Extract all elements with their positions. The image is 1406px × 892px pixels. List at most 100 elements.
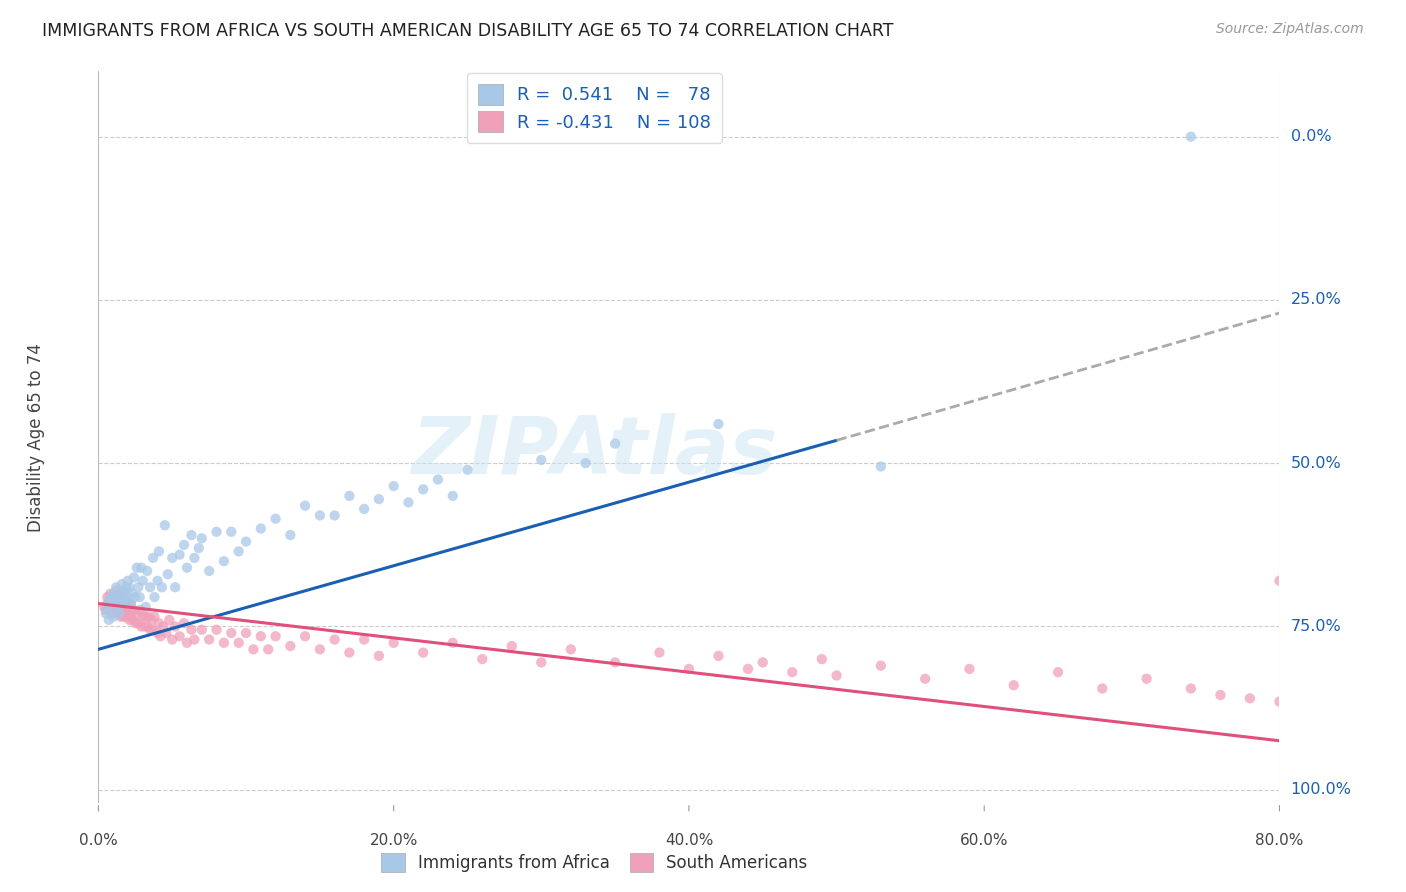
Point <box>128 590 150 604</box>
Point <box>191 623 214 637</box>
Point <box>530 656 553 670</box>
Text: 50.0%: 50.0% <box>1291 456 1341 471</box>
Point <box>112 609 135 624</box>
Point <box>368 492 391 507</box>
Point <box>530 453 553 467</box>
Text: 0.0%: 0.0% <box>1291 129 1331 145</box>
Point <box>112 593 135 607</box>
Point <box>98 597 121 611</box>
Point <box>103 609 125 624</box>
Text: 100.0%: 100.0% <box>1291 782 1351 797</box>
Point <box>110 597 132 611</box>
Point <box>1268 695 1291 709</box>
Point <box>129 560 152 574</box>
Point <box>165 619 187 633</box>
Point <box>176 560 198 574</box>
Point <box>441 636 464 650</box>
Point <box>143 609 166 624</box>
Point <box>278 639 302 653</box>
Point <box>228 544 250 558</box>
Point <box>110 609 132 624</box>
Point <box>105 597 128 611</box>
Point <box>441 489 464 503</box>
Point <box>605 436 627 450</box>
Point <box>125 560 148 574</box>
Point <box>150 580 173 594</box>
Point <box>250 629 273 643</box>
Point <box>120 597 142 611</box>
Point <box>235 534 257 549</box>
Point <box>142 623 165 637</box>
Point <box>156 567 179 582</box>
Point <box>108 599 131 614</box>
Point <box>212 554 235 568</box>
Point <box>810 652 832 666</box>
Point <box>94 607 117 621</box>
Text: IMMIGRANTS FROM AFRICA VS SOUTH AMERICAN DISABILITY AGE 65 TO 74 CORRELATION CHA: IMMIGRANTS FROM AFRICA VS SOUTH AMERICAN… <box>42 22 894 40</box>
Point <box>412 646 434 660</box>
Point <box>100 590 122 604</box>
Point <box>128 603 150 617</box>
Point <box>132 574 155 588</box>
Point <box>115 599 138 614</box>
Point <box>114 593 136 607</box>
Point <box>117 593 139 607</box>
Point <box>103 590 125 604</box>
Point <box>180 528 202 542</box>
Point <box>191 531 214 545</box>
Point <box>114 583 136 598</box>
Point <box>165 580 187 594</box>
Point <box>104 603 127 617</box>
Point <box>117 574 139 588</box>
Point <box>162 550 183 565</box>
Point <box>148 544 170 558</box>
Point <box>707 417 730 431</box>
Point <box>309 642 332 657</box>
Point <box>309 508 332 523</box>
Point <box>198 632 221 647</box>
Point <box>105 580 128 594</box>
Point <box>1091 681 1114 696</box>
Point <box>242 642 264 657</box>
Point <box>187 541 209 555</box>
Point <box>97 593 120 607</box>
Point <box>112 597 135 611</box>
Point <box>257 642 280 657</box>
Point <box>212 636 235 650</box>
Point <box>278 528 302 542</box>
Point <box>1135 672 1157 686</box>
Point <box>136 619 159 633</box>
Point <box>471 652 494 666</box>
Point <box>111 590 134 604</box>
Point <box>120 609 142 624</box>
Point <box>107 590 129 604</box>
Text: 20.0%: 20.0% <box>370 833 418 848</box>
Point <box>368 648 391 663</box>
Point <box>111 603 134 617</box>
Point <box>427 473 450 487</box>
Point <box>914 672 936 686</box>
Point <box>501 639 523 653</box>
Point <box>183 550 205 565</box>
Point <box>114 607 136 621</box>
Point <box>153 518 176 533</box>
Point <box>1209 688 1232 702</box>
Point <box>124 616 146 631</box>
Point <box>146 626 169 640</box>
Point <box>148 616 170 631</box>
Point <box>122 570 145 584</box>
Text: 25.0%: 25.0% <box>1291 293 1341 308</box>
Point <box>169 629 191 643</box>
Point <box>139 623 162 637</box>
Point <box>157 613 180 627</box>
Point <box>136 564 159 578</box>
Legend: Immigrants from Africa, South Americans: Immigrants from Africa, South Americans <box>374 846 814 879</box>
Point <box>94 603 117 617</box>
Text: Source: ZipAtlas.com: Source: ZipAtlas.com <box>1216 22 1364 37</box>
Point <box>869 658 891 673</box>
Point <box>152 619 174 633</box>
Point <box>100 607 122 621</box>
Point <box>353 632 375 647</box>
Point <box>110 587 132 601</box>
Point <box>294 499 316 513</box>
